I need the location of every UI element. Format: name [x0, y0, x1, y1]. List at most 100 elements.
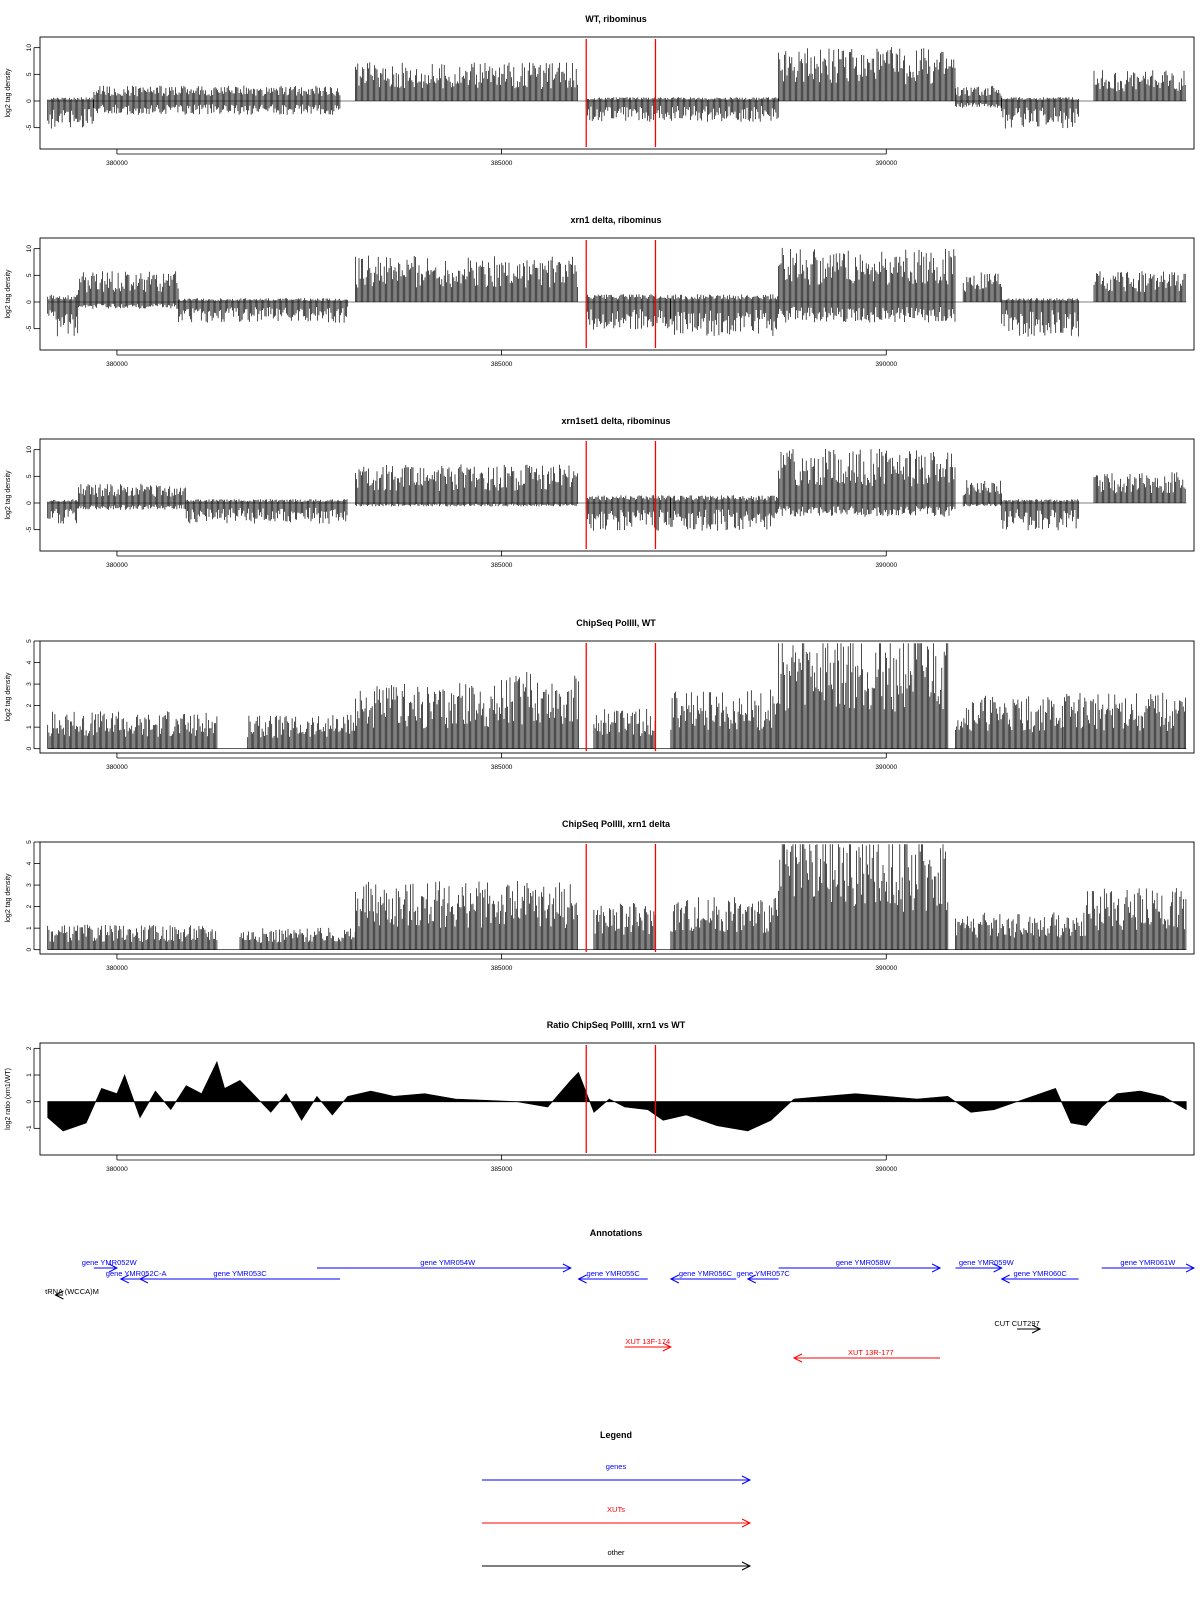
segment-4 — [355, 255, 578, 302]
segment-10 — [1093, 271, 1186, 302]
bar-cluster — [355, 62, 578, 101]
arrow-head — [1185, 1263, 1196, 1273]
panel-1: WT, ribominus log2 tag density -5 0 5 10 38000… — [5, 14, 1195, 167]
feature-arrow — [577, 1274, 648, 1284]
y-tick-label: 5 — [26, 72, 33, 76]
x-tick-label: 390000 — [875, 965, 897, 972]
arrow-head — [931, 1263, 942, 1273]
x-tick-label: 390000 — [875, 764, 897, 771]
y-tick-label: 0 — [26, 948, 33, 952]
bar-cluster — [670, 689, 779, 749]
y-tick-label: 1 — [26, 1073, 33, 1077]
x-tick-label: 385000 — [491, 562, 513, 569]
bar-cluster — [593, 709, 656, 749]
feature-label: gene YMR060C — [1014, 1269, 1068, 1278]
y-tick-label: 10 — [26, 44, 33, 52]
segment-1 — [47, 924, 218, 950]
segment-9 — [1062, 692, 1186, 749]
panel-2: xrn1 delta, ribominus log2 tag density -5 0… — [5, 215, 1195, 368]
segment-4 — [593, 903, 656, 950]
y-tick-label: 4 — [26, 660, 33, 664]
bar-cluster — [585, 495, 671, 531]
feature-label: gene YMR052W — [82, 1258, 138, 1267]
x-tick-label: 380000 — [106, 361, 128, 368]
feature-label: gene YMR059W — [959, 1258, 1015, 1267]
segment-4 — [355, 464, 578, 507]
segment-7 — [1001, 97, 1079, 129]
x-tick-label: 385000 — [491, 160, 513, 167]
data-bars — [47, 643, 1186, 749]
y-tick-label: 0 — [26, 300, 33, 304]
bar-cluster — [1093, 472, 1186, 503]
annotations-track: Annotations gene YMR052W gene YMR052C-A gen… — [45, 1228, 1196, 1363]
segment-5 — [670, 897, 779, 950]
feature-arrow — [778, 1263, 942, 1273]
y-tick-label: 4 — [26, 861, 33, 865]
y-tick-label: -5 — [26, 526, 33, 532]
segment-7 — [778, 448, 956, 517]
bar-cluster — [1093, 70, 1186, 101]
x-tick-label: 380000 — [106, 1166, 128, 1173]
bar-cluster — [778, 47, 956, 101]
segment-2 — [247, 714, 355, 749]
y-tick-label: 2 — [26, 1046, 33, 1050]
y-axis-label: log2 tag density — [5, 873, 12, 923]
bar-cluster — [47, 97, 94, 129]
segment-4 — [501, 672, 579, 749]
segment-8 — [962, 272, 1002, 302]
y-tick-label: 3 — [26, 682, 33, 686]
feature-arrow — [792, 1353, 941, 1363]
segment-8 — [962, 480, 1002, 507]
plot-frame — [39, 237, 1195, 351]
y-tick-label: 1 — [26, 926, 33, 930]
panel-title: WT, ribominus — [585, 14, 647, 24]
bar-cluster — [778, 247, 956, 323]
bar-cluster — [955, 85, 1002, 108]
segment-1 — [47, 499, 79, 524]
y-tick-label: 2 — [26, 904, 33, 908]
segment-7 — [778, 247, 956, 323]
segment-2 — [78, 483, 186, 510]
bar-cluster — [247, 714, 355, 749]
feature-label: gene YMR056C — [679, 1269, 733, 1278]
feature-arrow — [1000, 1274, 1079, 1284]
segment-3 — [185, 499, 348, 524]
bar-cluster — [1093, 271, 1186, 302]
y-tick-label: 0 — [26, 1099, 33, 1103]
segment-1 — [47, 294, 79, 337]
feature-label: gene YMR061W — [1120, 1258, 1176, 1267]
segment-8 — [1085, 888, 1187, 950]
x-tick-label: 385000 — [491, 361, 513, 368]
legend-arrow — [482, 1518, 752, 1528]
bar-cluster — [955, 912, 1086, 950]
feature-arrow — [669, 1274, 737, 1284]
y-tick-label: -5 — [26, 124, 33, 130]
feature-arrow — [624, 1342, 672, 1352]
bar-cluster — [778, 448, 956, 517]
bar-cluster — [1001, 97, 1079, 129]
feature-label: gene YMR057C — [737, 1269, 791, 1278]
arrow-head — [741, 1561, 752, 1571]
bar-cluster — [778, 643, 949, 749]
segment-6 — [670, 689, 779, 749]
bar-cluster — [47, 924, 218, 950]
feature-arrow — [1101, 1263, 1196, 1273]
arrow-head — [792, 1353, 803, 1363]
y-tick-label: 5 — [26, 474, 33, 478]
bar-cluster — [355, 255, 578, 302]
y-tick-label: -1 — [26, 1125, 33, 1131]
segment-3 — [355, 62, 578, 101]
feature-arrow — [119, 1274, 141, 1284]
arrow-head — [54, 1290, 64, 1300]
panel-3: xrn1set1 delta, ribominus log2 tag densit… — [5, 416, 1195, 569]
y-axis-label: log2 tag density — [5, 269, 12, 319]
x-tick-label: 380000 — [106, 562, 128, 569]
segment-10 — [1093, 472, 1186, 503]
plot-frame — [39, 438, 1195, 552]
bar-cluster — [47, 499, 79, 524]
plot-frame — [39, 841, 1195, 955]
y-axis-label: log2 ratio (xrn1/WT) — [5, 1068, 12, 1130]
y-tick-label: 0 — [26, 501, 33, 505]
feature-arrow — [93, 1263, 119, 1273]
feature-label: gene YMR055C — [587, 1269, 641, 1278]
